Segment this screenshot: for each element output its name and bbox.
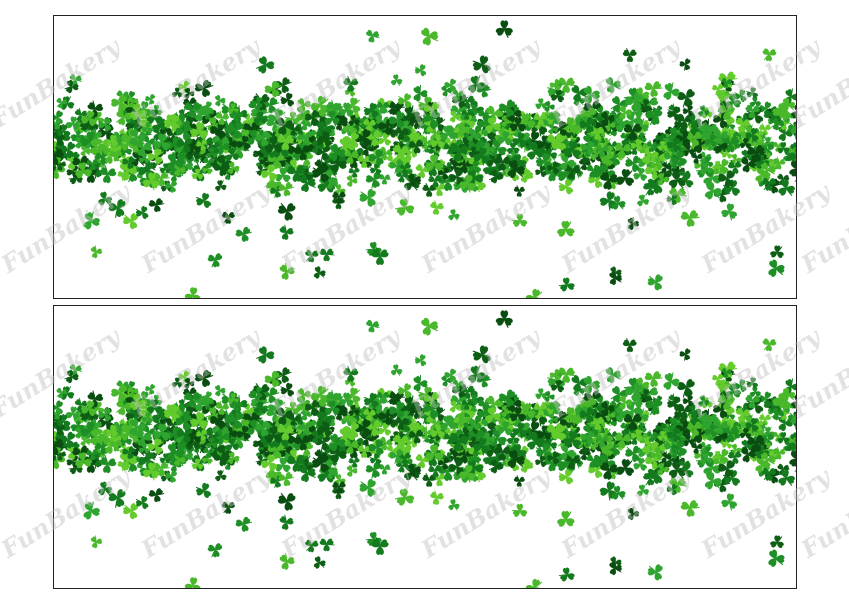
watermark: FunBakery bbox=[135, 176, 277, 279]
shamrock bbox=[644, 560, 668, 584]
shamrock bbox=[415, 22, 443, 51]
shamrock bbox=[342, 462, 361, 480]
shamrock bbox=[719, 201, 740, 222]
watermark: FunBakery bbox=[555, 461, 697, 564]
shamrock bbox=[427, 199, 446, 217]
shamrock bbox=[494, 19, 515, 39]
shamrock bbox=[794, 135, 796, 158]
shamrock bbox=[388, 73, 404, 88]
shamrock bbox=[203, 248, 227, 272]
shamrock bbox=[411, 351, 431, 370]
watermark: FunBakery bbox=[555, 176, 697, 279]
shamrock bbox=[310, 263, 329, 282]
shamrock bbox=[719, 491, 740, 512]
shamrock bbox=[677, 495, 703, 521]
shamrock bbox=[53, 143, 54, 161]
shamrock bbox=[415, 312, 443, 341]
watermark: FunBakery bbox=[275, 176, 417, 279]
shamrock bbox=[767, 532, 788, 553]
shamrock bbox=[87, 243, 105, 261]
shamrock bbox=[182, 575, 204, 588]
shamrock bbox=[446, 207, 462, 223]
shamrock bbox=[762, 255, 789, 282]
shamrock bbox=[233, 513, 254, 535]
shamrock bbox=[794, 425, 796, 448]
shamrock bbox=[523, 576, 546, 588]
watermark: FunBakery bbox=[0, 176, 137, 279]
shamrock bbox=[211, 177, 230, 195]
shamrock bbox=[146, 484, 166, 505]
shamrock bbox=[427, 489, 446, 507]
shamrock bbox=[276, 223, 296, 242]
shamrock bbox=[657, 78, 684, 105]
shamrock bbox=[40, 425, 51, 437]
shamrock bbox=[556, 564, 578, 586]
shamrock bbox=[310, 553, 329, 572]
shamrock bbox=[411, 61, 431, 80]
shamrock bbox=[40, 135, 51, 147]
shamrock bbox=[87, 533, 105, 551]
watermark: FunBakery bbox=[275, 461, 417, 564]
shamrock bbox=[552, 216, 579, 243]
shamrock bbox=[53, 421, 55, 439]
shamrock bbox=[53, 131, 55, 149]
shamrock bbox=[274, 199, 300, 224]
shamrock bbox=[388, 363, 404, 378]
watermark: FunBakery bbox=[0, 461, 137, 564]
watermark: FunBakery bbox=[415, 176, 557, 279]
panel-border bbox=[53, 305, 797, 589]
shamrock bbox=[233, 223, 254, 245]
shamrock bbox=[53, 433, 54, 451]
shamrock bbox=[767, 242, 788, 263]
shamrock bbox=[657, 368, 684, 395]
shamrock bbox=[53, 115, 56, 135]
shamrock bbox=[762, 545, 789, 572]
shamrock bbox=[644, 270, 668, 294]
shamrock bbox=[53, 405, 56, 425]
shamrock bbox=[446, 497, 462, 513]
shamrock bbox=[203, 538, 227, 562]
shamrock bbox=[182, 285, 204, 298]
shamrock bbox=[274, 489, 300, 514]
panel-border bbox=[53, 15, 797, 299]
shamrock bbox=[342, 172, 361, 190]
shamrock bbox=[494, 309, 515, 329]
shamrock bbox=[556, 274, 578, 296]
shamrock bbox=[146, 194, 166, 215]
